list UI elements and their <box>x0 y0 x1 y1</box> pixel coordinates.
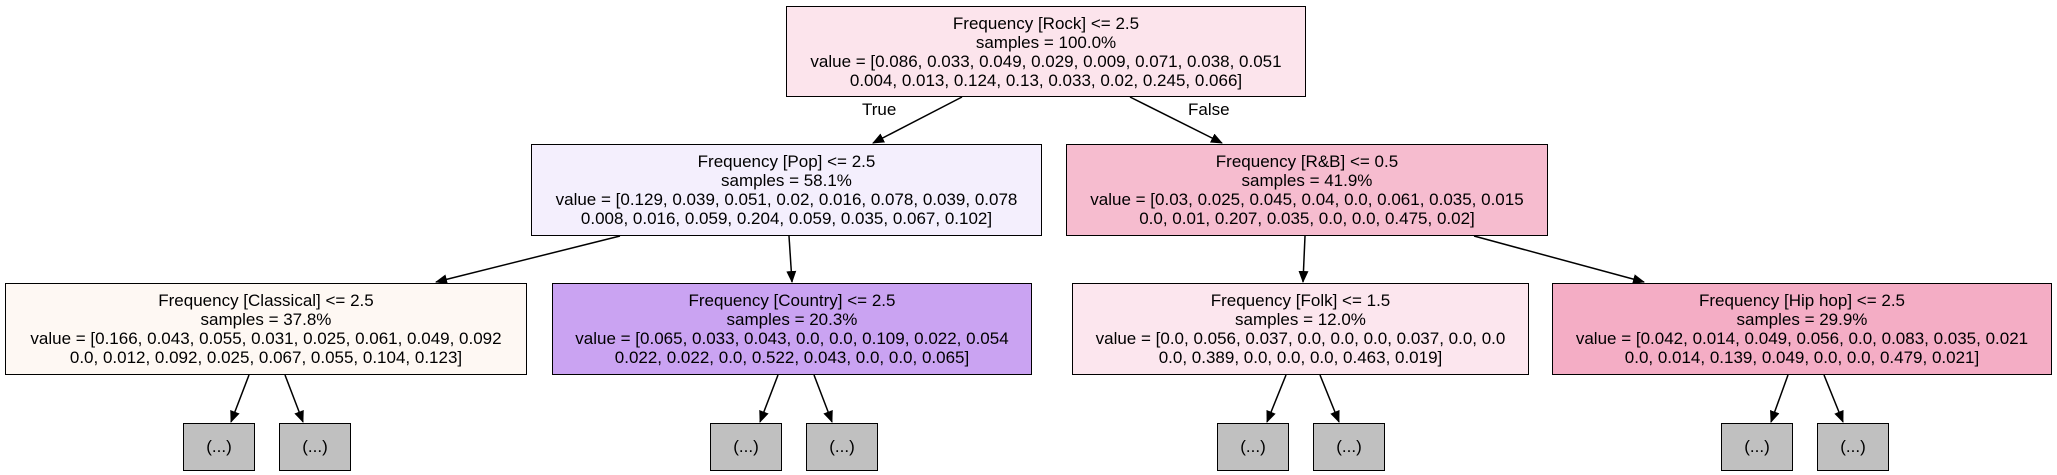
node-hiphop-value: value = [0.042, 0.014, 0.049, 0.056, 0.0… <box>1575 329 2029 348</box>
node-pop-samples: samples = 58.1% <box>721 171 852 190</box>
node-classical-value: value = [0.166, 0.043, 0.055, 0.031, 0.0… <box>30 329 502 348</box>
node-root-condition: Frequency [Rock] <= 2.5 <box>952 13 1140 33</box>
node-country-condition: Frequency [Country] <= 2.5 <box>688 291 896 310</box>
edge-label-true: True <box>862 100 897 119</box>
truncated-node: (...) <box>710 423 782 471</box>
edge-hiphop-left <box>1770 374 1789 423</box>
node-classical: Frequency [Classical] <= 2.5 samples = 3… <box>5 283 527 375</box>
edge-rnb-hiphop <box>1473 235 1645 284</box>
truncated-node: (...) <box>1721 423 1793 471</box>
truncated-node: (...) <box>183 423 255 471</box>
node-root-value: value = [0.086, 0.033, 0.049, 0.029, 0.0… <box>810 51 1282 71</box>
node-hiphop: Frequency [Hip hop] <= 2.5 samples = 29.… <box>1552 283 2052 375</box>
node-folk-value: value = [0.0, 0.056, 0.037, 0.0, 0.0, 0.… <box>1095 329 1506 348</box>
node-country-value-cont: 0.022, 0.022, 0.0, 0.522, 0.043, 0.0, 0.… <box>614 348 970 367</box>
truncated-node: (...) <box>279 423 351 471</box>
node-classical-value-cont: 0.0, 0.012, 0.092, 0.025, 0.067, 0.055, … <box>69 348 463 367</box>
node-rnb-value-cont: 0.0, 0.01, 0.207, 0.035, 0.0, 0.0, 0.475… <box>1139 209 1475 228</box>
node-hiphop-samples: samples = 29.9% <box>1736 310 1868 329</box>
node-rnb-samples: samples = 41.9% <box>1241 171 1373 190</box>
truncated-node: (...) <box>1217 423 1289 471</box>
node-folk-samples: samples = 12.0% <box>1235 310 1366 329</box>
edge-country-left <box>759 374 779 423</box>
edge-hiphop-right <box>1823 374 1844 423</box>
node-pop-value: value = [0.129, 0.039, 0.051, 0.02, 0.01… <box>555 190 1018 209</box>
node-root-samples: samples = 100.0% <box>975 32 1117 52</box>
edge-root-rnb <box>1129 96 1223 144</box>
node-hiphop-condition: Frequency [Hip hop] <= 2.5 <box>1698 291 1906 310</box>
truncated-node: (...) <box>806 423 878 471</box>
node-classical-condition: Frequency [Classical] <= 2.5 <box>158 291 374 310</box>
edge-pop-country <box>786 235 797 283</box>
edge-rnb-folk <box>1298 235 1309 283</box>
node-pop-value-cont: 0.008, 0.016, 0.059, 0.204, 0.059, 0.035… <box>580 209 993 228</box>
node-hiphop-value-cont: 0.0, 0.014, 0.139, 0.049, 0.0, 0.0, 0.47… <box>1624 348 1980 367</box>
node-folk-condition: Frequency [Folk] <= 1.5 <box>1210 291 1391 310</box>
node-country: Frequency [Country] <= 2.5 samples = 20.… <box>552 283 1032 375</box>
node-rnb: Frequency [R&B] <= 0.5 samples = 41.9% v… <box>1066 144 1548 236</box>
edge-root-pop <box>872 96 963 144</box>
node-root-value-cont: 0.004, 0.013, 0.124, 0.13, 0.033, 0.02, … <box>849 70 1243 90</box>
node-pop-condition: Frequency [Pop] <= 2.5 <box>697 152 876 171</box>
node-classical-samples: samples = 37.8% <box>200 310 332 329</box>
edge-folk-left <box>1266 374 1287 423</box>
edge-label-false: False <box>1188 100 1230 119</box>
node-pop: Frequency [Pop] <= 2.5 samples = 58.1% v… <box>531 144 1042 236</box>
node-rnb-condition: Frequency [R&B] <= 0.5 <box>1215 152 1399 171</box>
node-folk-value-cont: 0.0, 0.389, 0.0, 0.0, 0.0, 0.463, 0.019] <box>1158 348 1443 367</box>
edge-pop-classical <box>435 235 621 285</box>
node-country-samples: samples = 20.3% <box>726 310 858 329</box>
truncated-node: (...) <box>1313 423 1385 471</box>
truncated-node: (...) <box>1817 423 1889 471</box>
edge-folk-right <box>1319 374 1340 423</box>
node-root: Frequency [Rock] <= 2.5 samples = 100.0%… <box>786 6 1306 97</box>
edge-classical-left <box>230 374 250 423</box>
edge-classical-right <box>284 374 304 423</box>
node-country-value: value = [0.065, 0.033, 0.043, 0.0, 0.0, … <box>575 329 1009 348</box>
node-rnb-value: value = [0.03, 0.025, 0.045, 0.04, 0.0, … <box>1090 190 1524 209</box>
node-folk: Frequency [Folk] <= 1.5 samples = 12.0% … <box>1072 283 1529 375</box>
edge-country-right <box>813 374 833 423</box>
